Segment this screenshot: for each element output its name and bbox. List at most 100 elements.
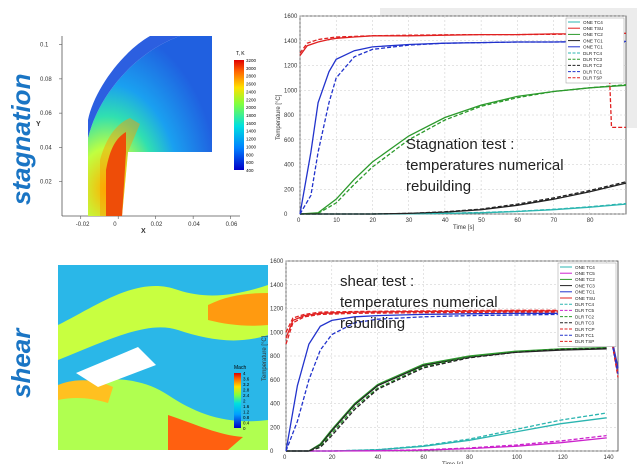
y-axis-label: Y (36, 121, 41, 128)
shear-contour-plot: Mach 43.63.22.82.421.61.20.80.40 (58, 265, 268, 450)
y-tick-label: 0.08 (40, 77, 52, 83)
legend-entry: DLR TSP (583, 76, 602, 81)
colorbar-level: 2.8 (243, 388, 250, 393)
colorbar-level: 3.6 (243, 377, 250, 382)
y-tick-label: 0 (270, 449, 274, 455)
x-tick-label: 70 (551, 218, 558, 224)
series-line (286, 347, 607, 452)
x-tick-label: 10 (333, 218, 340, 224)
colorbar-level: 1800 (246, 113, 257, 118)
y-tick-label: 1200 (270, 307, 284, 313)
y-tick-label: 400 (270, 402, 281, 408)
colorbar-level: 1400 (246, 129, 257, 134)
x-tick-label: 100 (512, 455, 523, 461)
x-tick-label: 0 (283, 455, 287, 461)
shear-label: shear (6, 328, 36, 398)
temperature-colorbar-levels: 3200 3000 2800 2600 2400 2200 2000 1800 1600 1400… (246, 58, 257, 173)
x-tick-label: 20 (329, 455, 336, 461)
y-tick-label: 0.04 (40, 145, 52, 151)
stagnation-annotation-line-2: temperatures numerical (406, 157, 564, 174)
x-tick-label: 0.04 (188, 222, 200, 228)
legend-entry: ONE TC3 (575, 283, 595, 288)
legend-entry: DLR TC4 (583, 51, 603, 56)
legend-entry: DLR TC3 (575, 321, 595, 326)
legend-entry: DLR TC5 (575, 308, 595, 313)
series-line (286, 347, 607, 452)
stagnation-temperature-chart: 0 10 20 30 40 50 60 70 8002004006008001000120014… (276, 14, 627, 231)
colorbar-level: 3200 (246, 58, 257, 63)
series-line (300, 181, 627, 215)
temperature-colorbar (234, 60, 244, 170)
colorbar-level: 0.4 (243, 421, 250, 426)
legend-entry: DLR TC1 (575, 333, 595, 338)
colorbar-level: 2.4 (243, 393, 250, 398)
x-tick-label: 0.02 (151, 222, 163, 228)
stagnation-annotation-line-1: Stagnation test : (406, 136, 515, 153)
y-tick-label: 600 (270, 378, 281, 384)
x-tick-label: 0 (297, 218, 301, 224)
series-line (299, 84, 627, 215)
colorbar-level: 600 (246, 160, 254, 165)
x-tick-label: 60 (514, 218, 521, 224)
colorbar-level: 4 (243, 371, 246, 376)
x-tick-label: 140 (604, 455, 615, 461)
y-tick-label: 0.1 (40, 43, 49, 49)
y-tick-label: 600 (284, 138, 295, 144)
colorbar-level: 2 (243, 399, 246, 404)
y-tick-label: 1000 (284, 88, 298, 94)
colorbar-level: 0 (243, 426, 246, 431)
y-tick-label: 400 (284, 163, 295, 169)
y-tick-label: 800 (270, 354, 281, 360)
shear-temperature-chart: 0 20 40 60 80 100 120 1400200400600800100012001… (262, 259, 619, 464)
y-tick-label: 1000 (270, 330, 284, 336)
legend-entry: ONE TC2 (583, 32, 603, 37)
colorbar-level: 400 (246, 168, 254, 173)
y-tick-label: 800 (284, 113, 295, 119)
y-tick-label: 0 (284, 212, 288, 218)
legend-entry: DLR TC2 (583, 63, 603, 68)
legend-entry: ONE TC4 (575, 265, 595, 270)
series-line (286, 434, 607, 452)
shear-colorbar-title: Mach (234, 365, 246, 371)
colorbar-level: 3000 (246, 66, 257, 71)
x-tick-label: -0.02 (76, 222, 90, 228)
series-line (286, 437, 607, 452)
y-tick-label: 0.06 (40, 111, 52, 117)
colorbar-level: 2400 (246, 89, 257, 94)
legend-entry: ONE TC4 (583, 20, 603, 25)
series-line (299, 41, 626, 215)
y-tick-label: 1200 (284, 64, 298, 70)
stagnation-annotation: Stagnation test : temperatures numerical… (406, 134, 564, 197)
x-tick-label: 40 (375, 455, 382, 461)
y-tick-label: 200 (284, 187, 295, 193)
legend-entry: ONE TSU (583, 26, 603, 31)
colorbar-level: 2800 (246, 74, 257, 79)
colorbar-level: 3.2 (243, 382, 250, 387)
legend-entry: ONE TC5 (575, 271, 595, 276)
legend-box (557, 262, 617, 347)
shear-colorbar-levels: 43.63.22.82.421.61.20.80.40 (243, 371, 250, 431)
colorbar-level: 800 (246, 152, 254, 157)
x-tick-label: 120 (558, 455, 569, 461)
y-tick-label: 1600 (284, 14, 298, 20)
stagnation-free-stream (88, 36, 180, 138)
legend-entry: DLR TC4 (575, 302, 595, 307)
colorbar-level: 1200 (246, 137, 257, 142)
series-line (299, 40, 626, 215)
stagnation-annotation-line-3: rebuilding (406, 178, 472, 195)
x-tick-label: 50 (478, 218, 485, 224)
legend-entry: DLR TC2 (575, 314, 595, 319)
x-axis-label: Time [s] (453, 225, 474, 231)
stagnation-hot-region (106, 132, 126, 216)
colorbar-level: 2000 (246, 105, 257, 110)
shear-upper-hot (208, 293, 268, 326)
x-tick-label: 60 (420, 455, 427, 461)
y-axis-label: Temperature [°C] (276, 94, 282, 140)
temperature-colorbar-title: T, K (236, 51, 245, 57)
legend-entry: ONE TC2 (575, 277, 595, 282)
legend-entry: ONE TC1 (575, 290, 595, 295)
y-tick-label: 200 (270, 425, 281, 431)
series-line (285, 313, 619, 452)
shear-annotation: shear test : temperatures numerical rebu… (340, 271, 498, 334)
stagnation-warm-region (100, 118, 140, 216)
